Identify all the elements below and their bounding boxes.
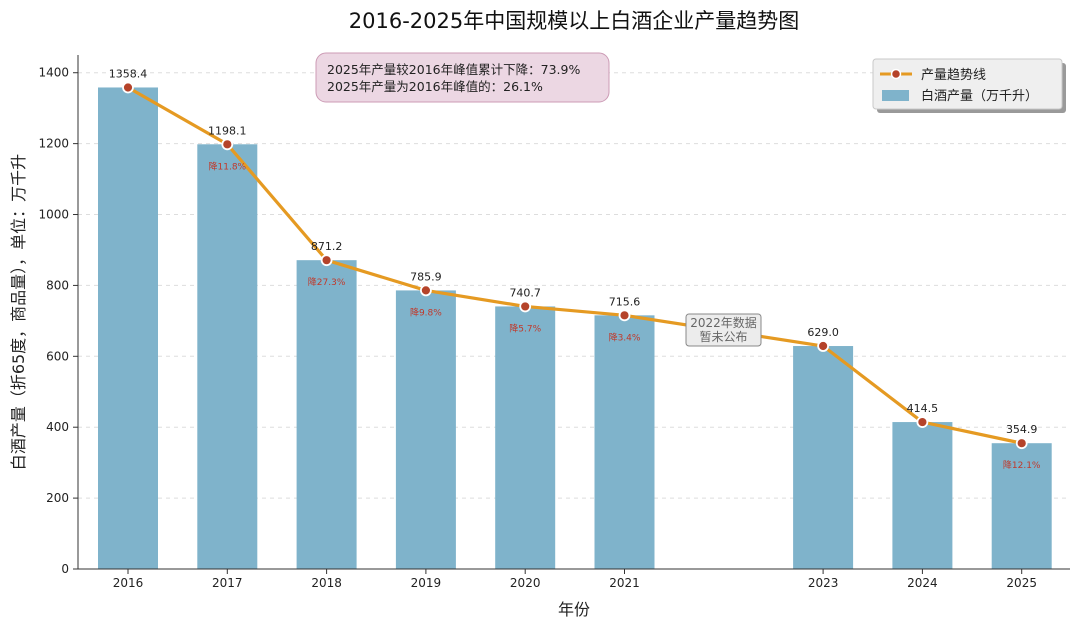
chart-title: 2016-2025年中国规模以上白酒企业产量趋势图 <box>349 9 799 33</box>
trend-line-path <box>127 86 1023 445</box>
x-tick-label: 2025 <box>1006 576 1037 590</box>
trend-point <box>519 300 532 313</box>
y-tick-label: 1200 <box>38 137 69 151</box>
legend-item-trend: 产量趋势线 <box>921 67 986 83</box>
bar <box>197 144 258 570</box>
y-axis-label: 白酒产量（折65度，商品量），单位：万千升 <box>9 154 28 470</box>
trend-point <box>320 254 333 267</box>
missing-data-note: 2022年数据 暂未公布 <box>685 313 762 347</box>
summary-annotation-box <box>315 52 610 103</box>
bar <box>793 346 854 569</box>
value-label: 871.2 <box>311 240 343 253</box>
bar <box>991 443 1052 569</box>
bar <box>594 315 655 569</box>
bar <box>98 87 158 570</box>
legend: 产量趋势线 白酒产量（万千升） <box>872 58 1066 113</box>
trend-point <box>916 416 929 428</box>
x-axis-label: 年份 <box>558 600 590 619</box>
value-label: 354.9 <box>1006 423 1038 436</box>
trend-point <box>419 284 432 297</box>
legend-bar-swatch <box>882 90 909 101</box>
drop-label: 降3.4% <box>609 331 641 343</box>
value-label: 715.6 <box>609 295 641 308</box>
y-tick-label: 0 <box>61 562 69 576</box>
legend-item-bars: 白酒产量（万千升） <box>921 88 1038 104</box>
bars <box>98 87 1052 570</box>
missing-data-line2: 暂未公布 <box>699 330 747 344</box>
x-tick-label: 2020 <box>510 576 541 590</box>
y-tick-label: 1000 <box>38 208 69 222</box>
trend-point <box>122 81 134 94</box>
x-tick-label: 2024 <box>907 576 938 590</box>
value-label: 629.0 <box>807 326 839 339</box>
missing-data-box <box>685 313 762 347</box>
summary-annotation: 2025年产量较2016年峰值累计下降：73.9% 2025年产量为2016年峰… <box>315 52 610 103</box>
axes <box>77 55 1070 570</box>
y-tick-label: 400 <box>46 420 69 434</box>
drop-label: 降9.8% <box>410 306 442 318</box>
x-tick-label: 2016 <box>113 576 144 590</box>
y-tick-label: 800 <box>46 278 69 292</box>
x-ticks: 2016 2017 2018 2019 2020 2021 2023 2024 2025 <box>113 569 1037 590</box>
y-tick-label: 1400 <box>38 66 69 80</box>
value-label: 1358.4 <box>109 67 148 80</box>
bar <box>495 306 556 569</box>
legend-box <box>872 58 1063 110</box>
trend-line <box>122 81 1028 450</box>
drop-label: 降11.8% <box>209 160 247 172</box>
value-label: 740.7 <box>509 286 541 299</box>
value-label: 1198.1 <box>208 124 247 137</box>
trend-point <box>1015 437 1028 450</box>
y-tick-label: 200 <box>46 491 69 505</box>
y-ticks: 0 200 400 600 800 1000 1200 1400 <box>38 66 78 576</box>
x-tick-label: 2023 <box>808 576 839 590</box>
y-tick-label: 600 <box>46 349 69 363</box>
summary-line1: 2025年产量较2016年峰值累计下降：73.9% <box>327 62 580 77</box>
drop-label: 降12.1% <box>1003 459 1041 471</box>
drop-label: 降5.7% <box>509 322 541 334</box>
x-tick-label: 2017 <box>212 576 243 590</box>
bar <box>395 290 456 569</box>
legend-line-marker <box>890 68 902 80</box>
trend-point <box>221 138 234 151</box>
value-label: 414.5 <box>907 402 939 415</box>
bar <box>892 422 953 569</box>
bar <box>296 260 357 569</box>
data-labels: 1358.4 1198.1 871.2 785.9 740.7 715.6 629.0 414… <box>109 67 1041 471</box>
trend-point <box>618 309 631 322</box>
drop-label: 降27.3% <box>308 276 346 288</box>
missing-data-line1: 2022年数据 <box>690 315 757 330</box>
x-tick-label: 2019 <box>411 576 442 590</box>
trend-point <box>817 340 829 352</box>
summary-line2: 2025年产量为2016年峰值的：26.1% <box>327 79 543 94</box>
x-tick-label: 2018 <box>311 576 342 590</box>
value-label: 785.9 <box>410 270 442 283</box>
x-tick-label: 2021 <box>609 576 640 590</box>
